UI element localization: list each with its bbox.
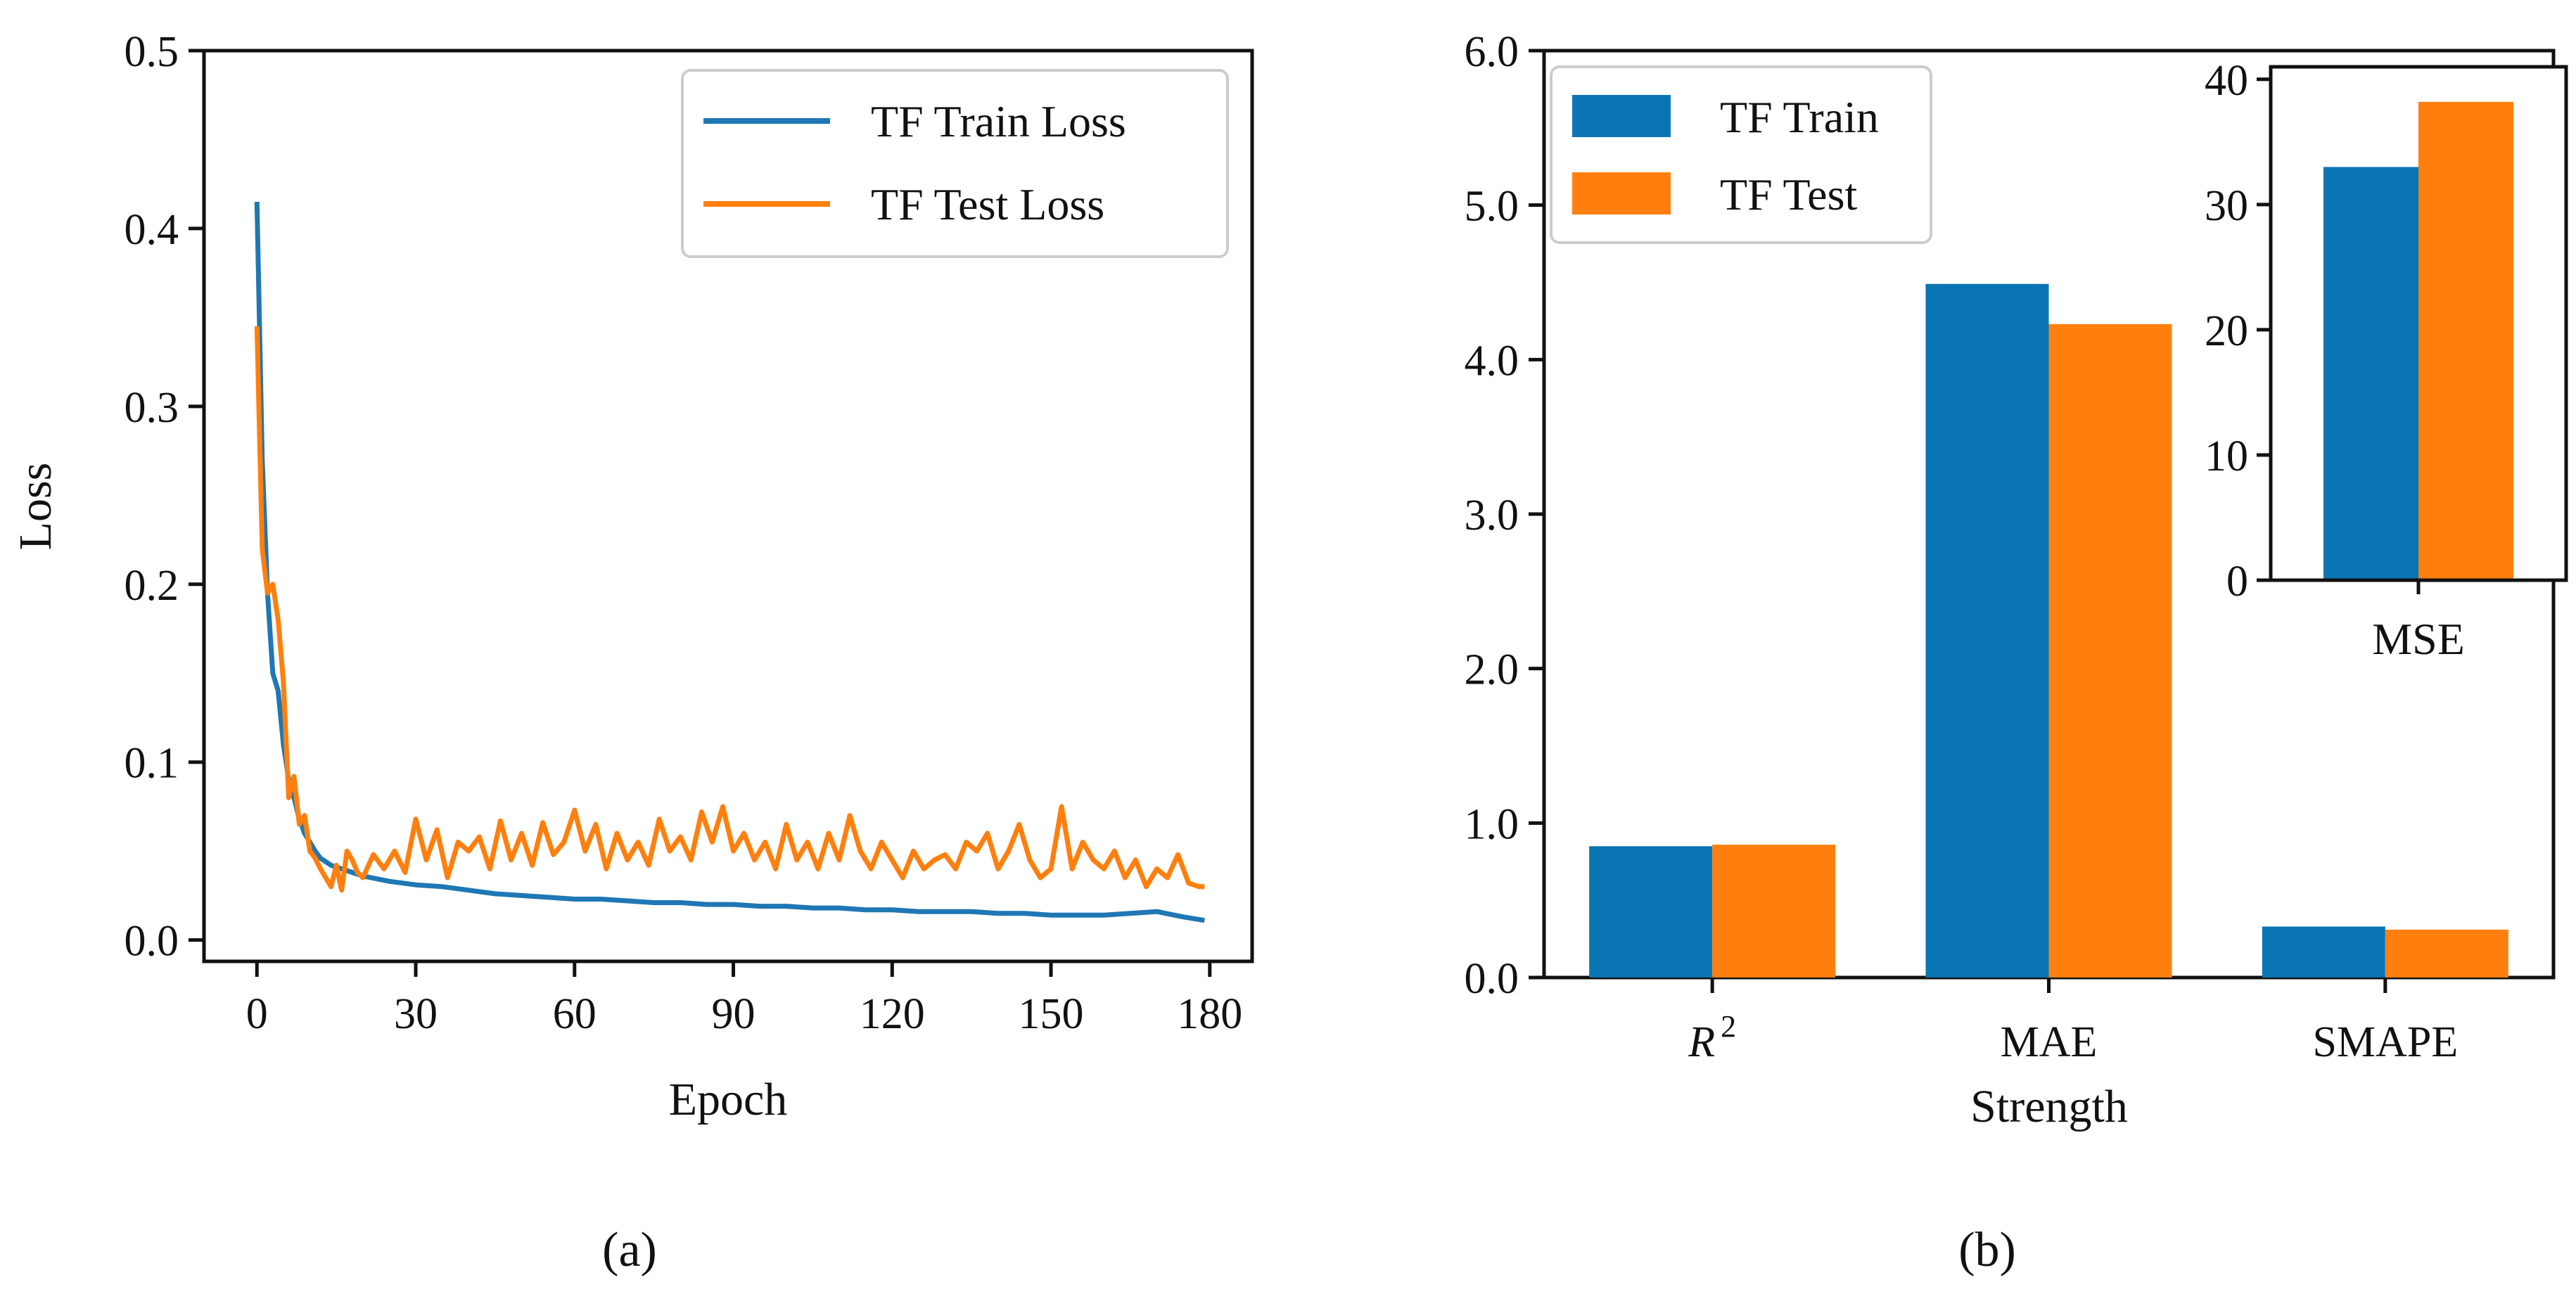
y-tick-label: 0.1: [125, 740, 179, 788]
legend-label-train: TF Train: [1720, 92, 1879, 142]
panel-b-y-ticks: 0.0 1.0 2.0 3.0 4.0 5.0 6.0: [1465, 28, 1544, 1003]
y-tick-label: 5.0: [1465, 183, 1519, 231]
x-tick-label: 120: [860, 990, 925, 1038]
inset-y-ticks: 0 10 20 30 40: [2205, 57, 2271, 606]
bar-r2-train: [1589, 846, 1713, 978]
legend-label-test-loss: TF Test Loss: [871, 179, 1104, 229]
inset-y-tick-label: 30: [2205, 182, 2248, 230]
panel-a-y-axis-label: Loss: [10, 463, 61, 551]
y-tick-label: 0.4: [125, 206, 179, 254]
panel-b-legend: TF Train TF Test: [1550, 65, 1932, 244]
y-tick-label: 0.2: [125, 562, 179, 610]
inset-y-tick-label: 40: [2205, 57, 2248, 105]
legend-swatch-test: [1572, 172, 1671, 214]
bar-mae-train: [1925, 283, 2049, 978]
panel-a-series-lines: [254, 201, 1205, 923]
panel-a-legend-box: [681, 69, 1229, 258]
panel-a-label: (a): [602, 1223, 657, 1277]
x-tick-label: 150: [1019, 990, 1084, 1038]
x-tick-label: 0: [246, 990, 268, 1038]
panel-a-x-ticks: 0 30 60 90 120 150 180: [246, 961, 1242, 1038]
x-tick-label: SMAPE: [2312, 1018, 2458, 1066]
y-tick-label: 1.0: [1465, 800, 1519, 848]
y-tick-label: 2.0: [1465, 646, 1519, 694]
inset-x-tick-label: MSE: [2372, 614, 2465, 664]
bar-r2-test: [1712, 845, 1836, 978]
panel-a-plot-area: [202, 49, 1254, 963]
bar-mae-test: [2048, 324, 2172, 978]
inset-bars: [2323, 101, 2513, 581]
inset-bar-mse-train: [2323, 167, 2418, 580]
legend-label-train-loss: TF Train Loss: [871, 96, 1126, 146]
legend-label-test: TF Test: [1720, 169, 1857, 219]
inset-x-ticks: MSE: [2372, 580, 2465, 664]
panel-b-x-axis-label: Strength: [1970, 1081, 2128, 1132]
panel-b-bar-chart: 0.0 1.0 2.0 3.0 4.0 5.0 6.0 R 2 MAE SMAPE Strengt…: [1465, 28, 2568, 1277]
inset-bar-mse-test: [2418, 101, 2513, 581]
y-tick-label: 3.0: [1465, 492, 1519, 539]
series-line-test-loss: [254, 326, 1205, 893]
inset-y-tick-label: 10: [2205, 433, 2248, 480]
panel-b-inset-mse-chart: 0 10 20 30 40 MSE: [2205, 57, 2568, 664]
y-tick-label: 0.5: [125, 28, 179, 76]
panel-a-y-ticks: 0.0 0.1 0.2 0.3 0.4 0.5: [125, 28, 204, 966]
y-tick-label: 0.3: [125, 384, 179, 432]
x-tick-label: 90: [712, 990, 755, 1038]
x-tick-label: 30: [394, 990, 438, 1038]
series-line-train-loss: [254, 201, 1205, 923]
x-tick-label: MAE: [2001, 1018, 2098, 1066]
panel-a-legend: TF Train Loss TF Test Loss: [681, 69, 1229, 258]
y-tick-label: 0.0: [125, 918, 179, 966]
inset-y-tick-label: 20: [2205, 307, 2248, 355]
legend-swatch-train: [1572, 95, 1671, 137]
y-tick-label: 6.0: [1465, 28, 1519, 76]
panel-a-x-axis-label: Epoch: [669, 1074, 788, 1125]
panel-a-line-chart: 0.0 0.1 0.2 0.3 0.4 0.5 0 30 60 90 120 150 180 Epoc…: [10, 28, 1254, 1277]
panel-b-bars: [1589, 283, 2508, 978]
y-tick-label: 0.0: [1465, 955, 1519, 1003]
inset-y-tick-label: 0: [2226, 558, 2248, 606]
panel-b-x-ticks: R 2 MAE SMAPE: [1688, 978, 2458, 1066]
y-tick-label: 4.0: [1465, 337, 1519, 385]
x-tick-label: 180: [1177, 990, 1242, 1038]
bar-smape-train: [2262, 926, 2385, 978]
x-tick-label: 60: [553, 990, 597, 1038]
panel-b-label: (b): [1958, 1223, 2016, 1277]
bar-smape-test: [2385, 929, 2508, 978]
